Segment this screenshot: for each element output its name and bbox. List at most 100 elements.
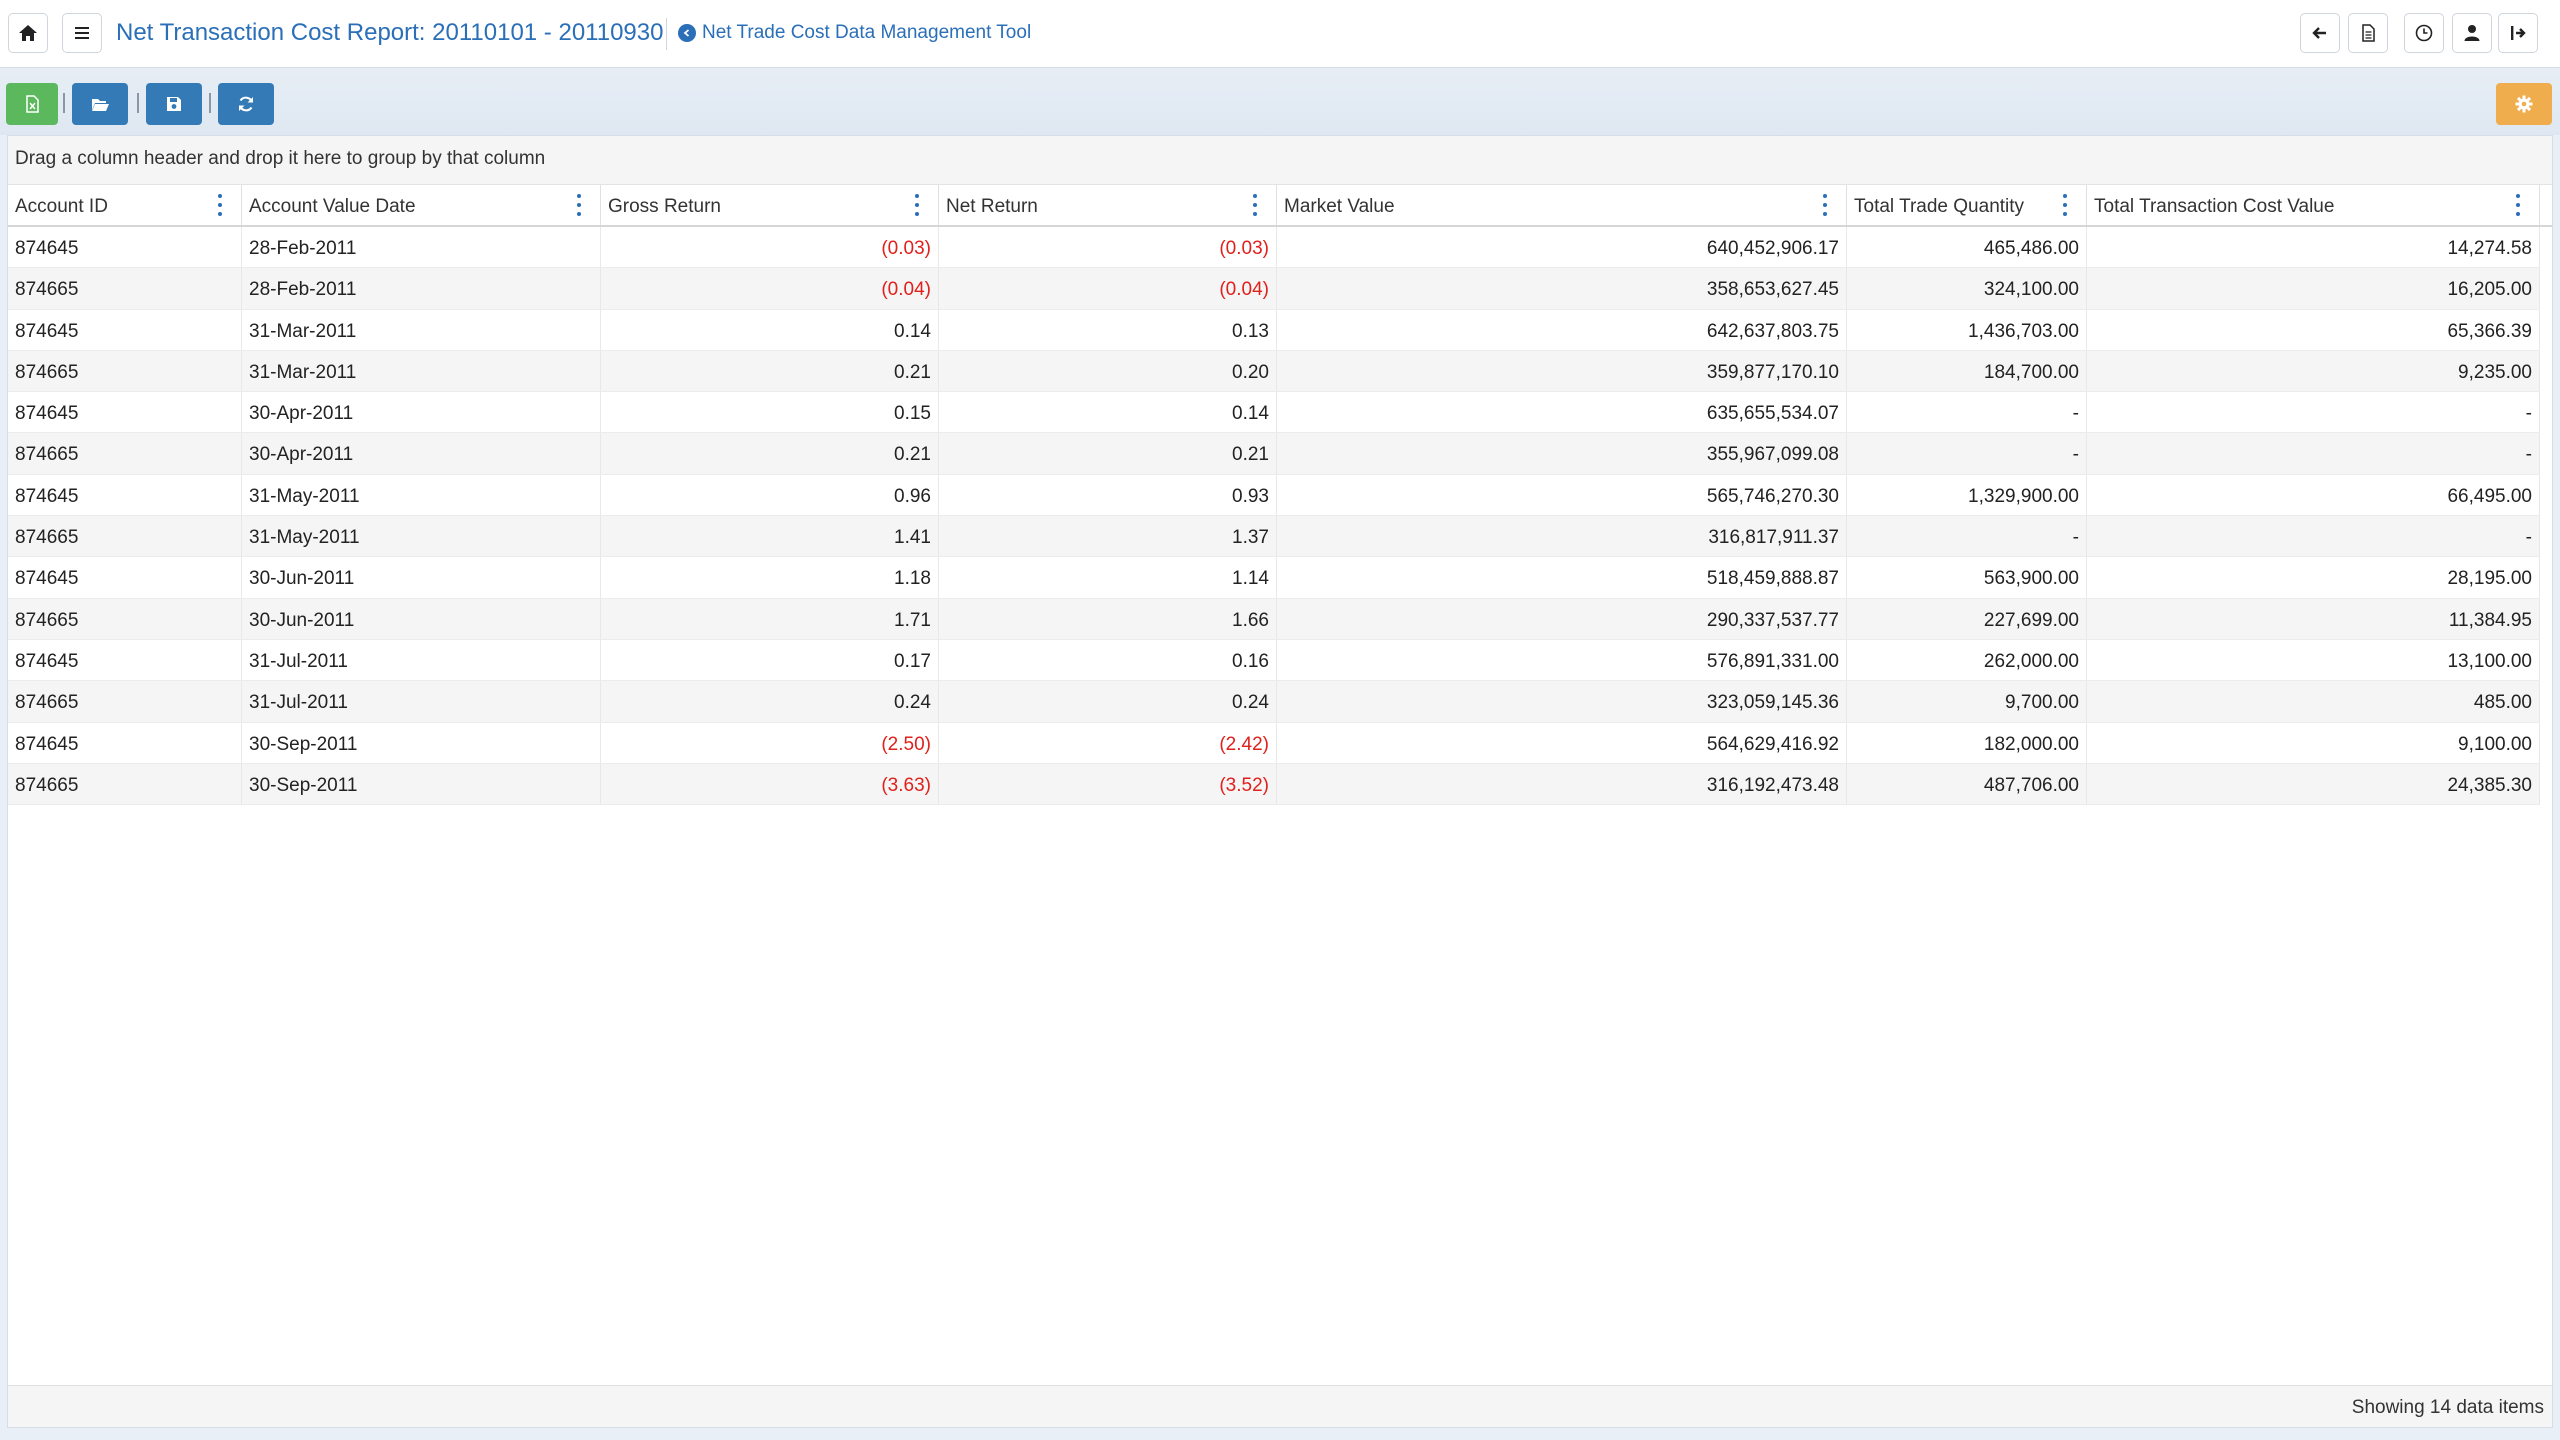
gross-return-cell: (2.50) bbox=[601, 722, 939, 763]
column-header-total-trade-quantity[interactable]: Total Trade Quantity bbox=[1847, 185, 2087, 225]
gross-return-cell: 1.71 bbox=[601, 598, 939, 639]
gross-return-cell: 0.21 bbox=[601, 433, 939, 474]
home-button[interactable] bbox=[8, 13, 48, 53]
table-row[interactable]: 874665 30-Sep-2011 (3.63) (3.52) 316,192,473… bbox=[8, 763, 2540, 806]
total-trade-quantity-cell: - bbox=[1847, 433, 2087, 474]
total-transaction-cost-value-cell: 11,384.95 bbox=[2087, 598, 2540, 639]
group-panel[interactable]: Drag a column header and drop it here to… bbox=[8, 136, 2552, 185]
data-grid: Drag a column header and drop it here to… bbox=[7, 135, 2553, 1428]
table-row[interactable]: 874645 31-Jul-2011 0.17 0.16 576,891,331.00 2… bbox=[8, 639, 2540, 682]
back-button[interactable] bbox=[2300, 13, 2340, 53]
net-return-cell: 0.20 bbox=[939, 350, 1277, 392]
column-header-gross-return[interactable]: Gross Return bbox=[601, 185, 939, 225]
refresh-button[interactable] bbox=[218, 83, 274, 125]
account-id-cell: 874645 bbox=[8, 722, 242, 763]
column-header-label: Gross Return bbox=[608, 196, 721, 217]
net-return-cell: 0.16 bbox=[939, 639, 1277, 681]
arrow-left-icon bbox=[2312, 27, 2326, 39]
save-button[interactable] bbox=[146, 83, 202, 125]
settings-button[interactable] bbox=[2496, 83, 2552, 125]
grid-footer: Showing 14 data items bbox=[8, 1385, 2552, 1427]
account-value-date-cell: 30-Apr-2011 bbox=[242, 433, 601, 474]
account-id-cell: 874665 bbox=[8, 516, 242, 557]
toolbar-separator bbox=[63, 93, 65, 113]
column-header-account-value-date[interactable]: Account Value Date bbox=[242, 185, 601, 225]
column-menu-icon[interactable] bbox=[1252, 194, 1258, 216]
table-row[interactable]: 874665 30-Jun-2011 1.71 1.66 290,337,537.77 2… bbox=[8, 598, 2540, 640]
column-menu-icon[interactable] bbox=[2062, 194, 2068, 216]
table-row[interactable]: 874645 31-May-2011 0.96 0.93 565,746,270.30 1… bbox=[8, 474, 2540, 517]
table-row[interactable]: 874645 28-Feb-2011 (0.03) (0.03) 640,452,906… bbox=[8, 227, 2540, 269]
toolbar bbox=[0, 69, 2560, 135]
account-value-date-cell: 30-Sep-2011 bbox=[242, 722, 601, 763]
table-row[interactable]: 874645 30-Sep-2011 (2.50) (2.42) 564,629,416… bbox=[8, 722, 2540, 764]
total-trade-quantity-cell: - bbox=[1847, 392, 2087, 433]
tool-link-label: Net Trade Cost Data Management Tool bbox=[702, 22, 1032, 43]
table-row[interactable]: 874645 31-Mar-2011 0.14 0.13 642,637,803.75 1… bbox=[8, 309, 2540, 351]
gross-return-cell: 0.17 bbox=[601, 639, 939, 681]
net-return-cell: (2.42) bbox=[939, 722, 1277, 763]
net-return-cell: (3.52) bbox=[939, 763, 1277, 805]
gross-return-cell: 0.15 bbox=[601, 392, 939, 433]
page-title: Net Transaction Cost Report: 20110101 - … bbox=[116, 19, 664, 46]
table-row[interactable]: 874665 31-May-2011 1.41 1.37 316,817,911.37-… bbox=[8, 516, 2540, 558]
gross-return-cell: 0.21 bbox=[601, 350, 939, 392]
column-header-label: Account ID bbox=[15, 196, 108, 217]
column-menu-icon[interactable] bbox=[217, 194, 223, 216]
total-transaction-cost-value-cell: 485.00 bbox=[2087, 681, 2540, 722]
gross-return-cell: 0.24 bbox=[601, 681, 939, 722]
column-menu-icon[interactable] bbox=[2515, 194, 2521, 216]
export-excel-button[interactable] bbox=[6, 83, 58, 125]
column-menu-icon[interactable] bbox=[576, 194, 582, 216]
total-trade-quantity-cell: 182,000.00 bbox=[1847, 722, 2087, 763]
gross-return-cell: (0.03) bbox=[601, 227, 939, 268]
account-value-date-cell: 30-Apr-2011 bbox=[242, 392, 601, 433]
account-id-cell: 874665 bbox=[8, 598, 242, 639]
total-transaction-cost-value-cell: 24,385.30 bbox=[2087, 763, 2540, 805]
account-id-cell: 874645 bbox=[8, 392, 242, 433]
total-transaction-cost-value-cell: 9,235.00 bbox=[2087, 350, 2540, 392]
table-row[interactable]: 874665 30-Apr-2011 0.21 0.21 355,967,099.08-… bbox=[8, 433, 2540, 475]
column-header-label: Net Return bbox=[946, 196, 1038, 217]
column-header-net-return[interactable]: Net Return bbox=[939, 185, 1277, 225]
logout-button[interactable] bbox=[2498, 13, 2538, 53]
menu-button[interactable] bbox=[62, 13, 102, 53]
user-button[interactable] bbox=[2452, 13, 2492, 53]
account-id-cell: 874665 bbox=[8, 763, 242, 805]
open-button[interactable] bbox=[72, 83, 128, 125]
toolbar-separator bbox=[209, 93, 211, 113]
total-transaction-cost-value-cell: 9,100.00 bbox=[2087, 722, 2540, 763]
tool-link[interactable]: Net Trade Cost Data Management Tool bbox=[678, 22, 1031, 44]
table-row[interactable]: 874645 30-Apr-2011 0.15 0.14 635,655,534.07-… bbox=[8, 392, 2540, 434]
column-header-label: Account Value Date bbox=[249, 196, 416, 217]
total-trade-quantity-cell: 1,436,703.00 bbox=[1847, 309, 2087, 350]
column-header-market-value[interactable]: Market Value bbox=[1277, 185, 1847, 225]
net-return-cell: 0.24 bbox=[939, 681, 1277, 722]
history-button[interactable] bbox=[2404, 13, 2444, 53]
table-row[interactable]: 874665 31-Jul-2011 0.24 0.24 323,059,145.36 9… bbox=[8, 681, 2540, 723]
logout-icon bbox=[2511, 26, 2526, 40]
table-row[interactable]: 874645 30-Jun-2011 1.18 1.14 518,459,888.87 5… bbox=[8, 557, 2540, 599]
account-id-cell: 874665 bbox=[8, 681, 242, 722]
account-id-cell: 874645 bbox=[8, 309, 242, 350]
document-button[interactable] bbox=[2348, 13, 2388, 53]
table-row[interactable]: 874665 31-Mar-2011 0.21 0.20 359,877,170.10 1… bbox=[8, 350, 2540, 393]
account-value-date-cell: 30-Jun-2011 bbox=[242, 598, 601, 639]
column-header-label: Market Value bbox=[1284, 196, 1395, 217]
account-value-date-cell: 30-Sep-2011 bbox=[242, 763, 601, 805]
column-header-total-transaction-cost-value[interactable]: Total Transaction Cost Value bbox=[2087, 185, 2540, 225]
gross-return-cell: (0.04) bbox=[601, 268, 939, 309]
column-header-label: Total Transaction Cost Value bbox=[2094, 196, 2335, 217]
column-header-account-id[interactable]: Account ID bbox=[8, 185, 242, 225]
gross-return-cell: 0.14 bbox=[601, 309, 939, 350]
table-row[interactable]: 874665 28-Feb-2011 (0.04) (0.04) 358,653,627… bbox=[8, 268, 2540, 310]
column-menu-icon[interactable] bbox=[1822, 194, 1828, 216]
account-id-cell: 874645 bbox=[8, 227, 242, 268]
total-trade-quantity-cell: 487,706.00 bbox=[1847, 763, 2087, 805]
account-value-date-cell: 31-May-2011 bbox=[242, 474, 601, 516]
market-value-cell: 640,452,906.17 bbox=[1277, 227, 1847, 268]
market-value-cell: 316,192,473.48 bbox=[1277, 763, 1847, 805]
folder-open-icon bbox=[92, 99, 109, 111]
column-menu-icon[interactable] bbox=[914, 194, 920, 216]
total-trade-quantity-cell: 563,900.00 bbox=[1847, 557, 2087, 598]
